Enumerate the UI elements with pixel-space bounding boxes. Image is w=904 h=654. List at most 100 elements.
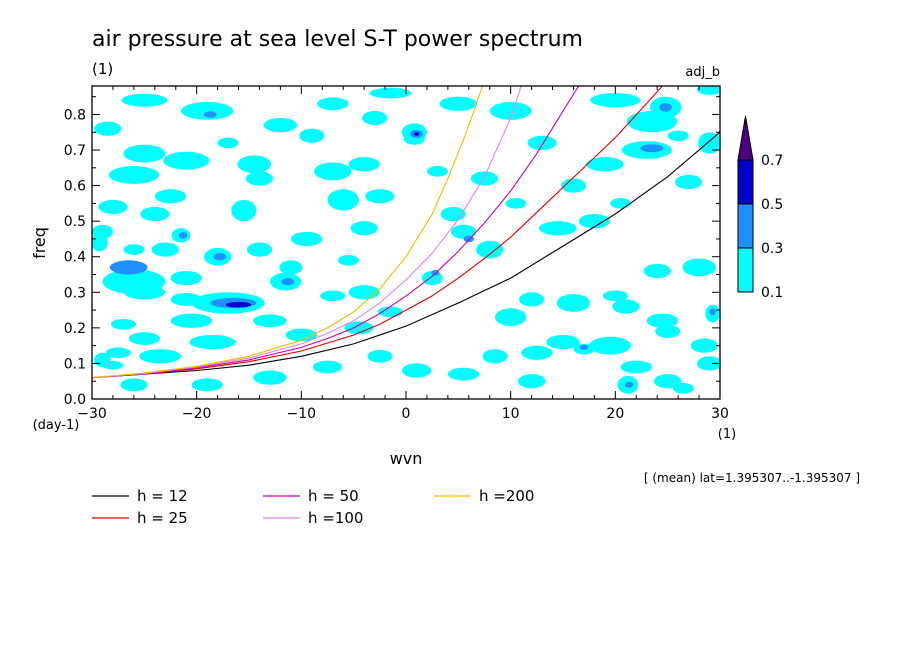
contour-patch <box>313 162 352 181</box>
series-line-4 <box>92 86 483 379</box>
contour-patch <box>578 214 611 229</box>
x-tick-label: 10 <box>502 406 520 422</box>
contour-patch <box>560 178 587 193</box>
contour-patch <box>401 363 432 378</box>
legend-label: h = 12 <box>137 487 188 505</box>
contour-patch <box>151 242 179 257</box>
contour-patch <box>682 258 716 277</box>
contour-patch <box>654 374 682 389</box>
contour-patch <box>105 347 131 359</box>
x-tick-label: −10 <box>287 406 317 422</box>
contour-patch <box>217 137 239 149</box>
contour-patch <box>246 242 273 257</box>
contour-patch <box>590 93 641 108</box>
subtitle-right: adj_b <box>685 65 720 80</box>
y-tick-label: 0.6 <box>64 179 86 195</box>
contour-patch <box>108 166 159 184</box>
contour-patch <box>348 157 380 172</box>
contour-patch <box>123 144 166 163</box>
colorbar-label: 0.5 <box>761 197 783 213</box>
contour-patch <box>672 382 694 394</box>
contour-patch <box>369 87 412 99</box>
contour-patch <box>624 381 634 388</box>
colorbar-extend-triangle <box>737 115 754 161</box>
colorbar-label: 0.7 <box>761 153 783 169</box>
contour-patch <box>659 103 672 112</box>
y-tick-label: 0.7 <box>64 143 86 159</box>
x-axis: −30 −20 −10 0 10 20 30 <box>77 86 729 422</box>
contour-patch <box>517 374 546 389</box>
contour-patch <box>290 231 323 247</box>
contour-patch <box>170 293 202 306</box>
contour-patch <box>519 292 545 307</box>
contour-patch <box>476 240 504 259</box>
contour-patch <box>189 334 236 350</box>
y-axis-label: freq <box>30 227 49 259</box>
contour-patch <box>203 111 217 118</box>
contour-patch <box>109 260 148 275</box>
x-axis-label: wvn <box>390 449 423 468</box>
y-tick-label: 0.4 <box>64 250 86 266</box>
x-tick-label: −30 <box>77 406 107 422</box>
contour-patch <box>690 338 718 353</box>
contour-patch <box>586 157 624 172</box>
contour-patch <box>231 199 257 222</box>
contour-patch <box>612 299 640 314</box>
series-line-2 <box>92 86 580 379</box>
contour-patch <box>123 244 145 255</box>
contour-patch <box>527 135 557 151</box>
contour-patch <box>337 254 359 266</box>
contour-patch <box>139 349 181 364</box>
colorbar-segment <box>737 203 754 249</box>
contour-patch <box>538 221 577 236</box>
legend-label: h =100 <box>308 509 363 527</box>
contour-patch <box>344 321 374 335</box>
contour-patch <box>439 96 478 111</box>
series-line-0 <box>92 131 720 379</box>
contour-patch <box>225 301 252 308</box>
x-tick-label: 0 <box>402 406 411 422</box>
colorbar: 0.1 0.3 0.5 0.7 <box>737 115 783 301</box>
contour-patch <box>94 352 111 367</box>
y-tick-label: 0.2 <box>64 321 86 337</box>
contour-patch <box>245 171 274 186</box>
contour-patch <box>640 144 664 153</box>
title-units: (1) <box>92 60 113 78</box>
contour-patch <box>98 199 128 215</box>
contour-patch <box>620 360 652 374</box>
contour-patch <box>556 294 591 312</box>
contour-patch <box>546 334 580 350</box>
contour-patch <box>110 318 136 330</box>
series-line-3 <box>92 86 522 379</box>
contour-patch <box>447 367 480 381</box>
contour-patch <box>482 349 508 364</box>
contour-patch <box>163 151 210 170</box>
legend-label: h = 25 <box>137 509 188 527</box>
contour-patch <box>299 128 325 143</box>
contour-patch <box>94 121 122 136</box>
y-tick-label: 0.1 <box>64 356 86 372</box>
contour-patch <box>317 97 349 111</box>
latitude-annotation: [ (mean) lat=1.395307..-1.395307 ] <box>644 471 860 485</box>
x-tick-label: −20 <box>182 406 212 422</box>
contour-patch <box>367 349 393 363</box>
colorbar-label: 0.1 <box>761 285 783 301</box>
contour-patch <box>626 110 678 133</box>
contour-patch <box>253 314 287 328</box>
contour-patch <box>505 198 527 209</box>
contour-patch <box>426 166 448 177</box>
contour-patch <box>674 174 703 190</box>
contour-patch <box>327 189 359 211</box>
contour-patch <box>128 332 161 345</box>
legend-label: h =200 <box>479 487 534 505</box>
contour-patch <box>92 233 108 252</box>
contour-patch <box>140 206 170 222</box>
colorbar-segment <box>737 247 754 293</box>
contour-patch <box>120 378 148 392</box>
contour-patch <box>667 130 689 142</box>
colorbar-label: 0.3 <box>761 241 783 257</box>
contour-patch <box>602 290 628 302</box>
contour-patch <box>320 290 346 302</box>
x-tick-label: 30 <box>711 406 729 422</box>
contour-patch <box>180 102 234 120</box>
